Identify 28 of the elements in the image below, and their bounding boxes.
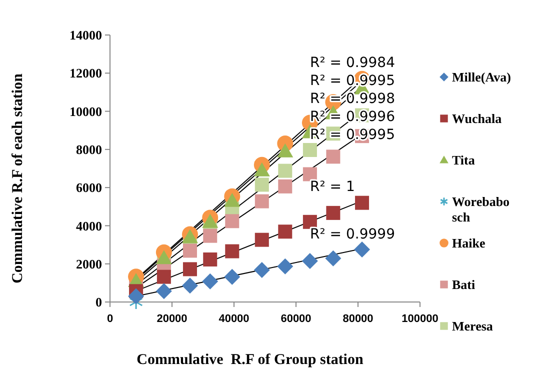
y-tick-label: 12000 — [70, 66, 102, 81]
legend-label: Wuchala — [452, 111, 502, 126]
x-tick-label: 80000 — [342, 313, 374, 325]
x-tick-label: 60000 — [280, 313, 312, 325]
x-tick-label: 40000 — [218, 313, 250, 325]
x-tick-label: 20000 — [156, 313, 188, 325]
y-tick-label: 4000 — [76, 218, 102, 234]
annotation: R² = 0.9984 — [310, 54, 396, 71]
legend-label: Tita — [452, 152, 476, 168]
y-tick-label: 10000 — [70, 104, 102, 119]
x-tick-label: 100000 — [402, 313, 438, 325]
annotation: R² = 1 — [310, 178, 355, 195]
annotation: R² = 0.9995 — [310, 126, 395, 143]
y-tick-label: 14000 — [70, 28, 102, 43]
y-tick-label: 0 — [96, 294, 102, 310]
x-axis-title: Commulative R.F of Group station — [136, 352, 364, 368]
annotation: R² = 0.9998 — [310, 90, 395, 107]
y-tick-label: 2000 — [76, 256, 102, 272]
annotation: R² = 0.9999 — [310, 226, 395, 243]
legend-label: Haike — [452, 236, 486, 251]
y-axis-title: Commulative R.F of each station — [10, 72, 26, 284]
legend-label: Meresa — [452, 318, 494, 334]
y-tick-label: 6000 — [76, 180, 102, 196]
legend-label: Mille(Ava) — [452, 70, 511, 85]
legend-label: Worebabosch — [452, 194, 510, 225]
y-tick-label: 8000 — [76, 142, 102, 157]
legend-label: Bati — [452, 277, 476, 292]
x-tick-label: 0 — [106, 313, 114, 325]
